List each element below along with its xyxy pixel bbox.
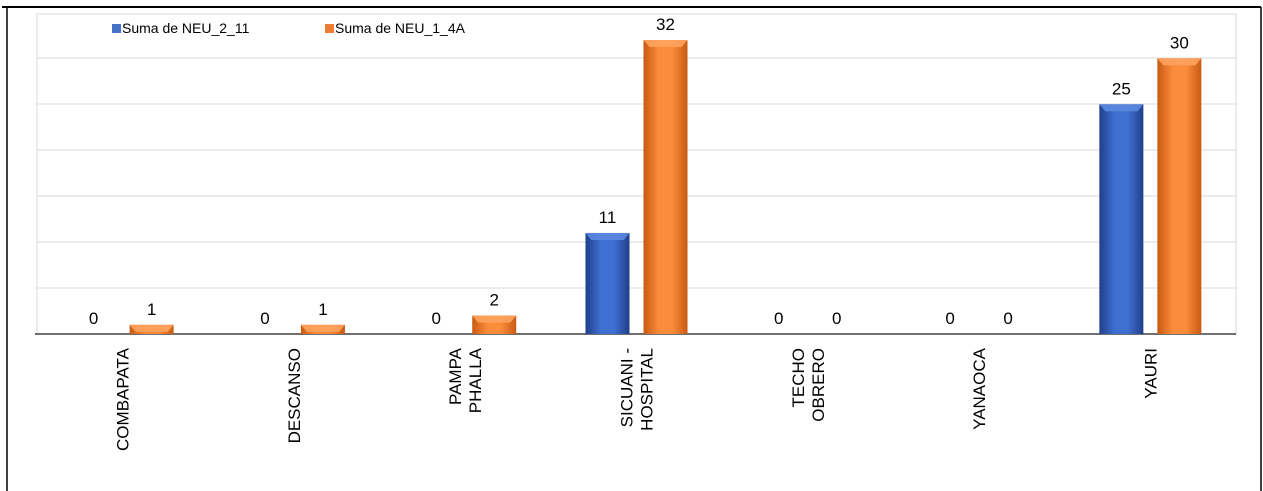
bar-bevel [1157, 58, 1202, 66]
data-label: 0 [945, 309, 954, 328]
bar-neu-1-4a [643, 40, 688, 334]
x-tick-label: OBRERO [809, 348, 828, 422]
x-tick-label: COMBAPATA [114, 347, 133, 451]
plot-background [36, 13, 1237, 335]
bar-bevel [472, 315, 517, 323]
bar-bevel [1099, 104, 1144, 112]
gridlines [35, 57, 1236, 335]
bars [129, 40, 1202, 334]
bar-bevel [643, 40, 688, 47]
data-label: 2 [489, 291, 498, 310]
x-tick-label: SICUANI - [618, 348, 637, 427]
bar-neu-2-11 [1099, 104, 1144, 334]
bar-neu-2-11 [585, 232, 630, 334]
legend-swatch [325, 24, 334, 33]
bar-bevel [585, 232, 630, 240]
data-label: 25 [1112, 79, 1131, 98]
data-label: 0 [431, 309, 440, 328]
legend: Suma de NEU_2_11 Suma de NEU_1_4A [112, 20, 466, 36]
data-labels: 0 1 0 1 0 2 11 32 0 0 0 0 25 30 [89, 15, 1189, 328]
x-tick-labels: COMBAPATA DESCANSO PAMPA PHALLA SICUANI - HOS… [114, 347, 1161, 451]
data-label: 0 [260, 309, 269, 328]
bar-neu-1-4a [1157, 58, 1202, 334]
x-tick-label: PAMPA [446, 347, 465, 405]
bar-bevel [129, 324, 174, 332]
x-tick-label: TECHO [789, 348, 808, 408]
data-label: 32 [656, 15, 675, 34]
x-tick-label: YANAOCA [970, 347, 989, 430]
data-label: 1 [318, 300, 327, 319]
x-tick-label: DESCANSO [285, 348, 304, 443]
legend-label: Suma de NEU_2_11 [122, 20, 250, 36]
legend-label: Suma de NEU_1_4A [335, 20, 466, 36]
x-tick-label: YAURI [1141, 348, 1160, 399]
data-label: 11 [599, 208, 617, 227]
data-label: 1 [147, 300, 156, 319]
x-tick-label: PHALLA [466, 347, 485, 413]
data-label: 0 [89, 309, 98, 328]
legend-swatch [112, 24, 121, 33]
data-label: 0 [832, 309, 841, 328]
data-label: 0 [774, 309, 783, 328]
plot-area [36, 13, 1237, 335]
data-label: 30 [1170, 33, 1189, 52]
bar-bevel [300, 324, 345, 332]
data-label: 0 [1003, 309, 1012, 328]
x-tick-label: HOSPITAL [638, 348, 657, 431]
